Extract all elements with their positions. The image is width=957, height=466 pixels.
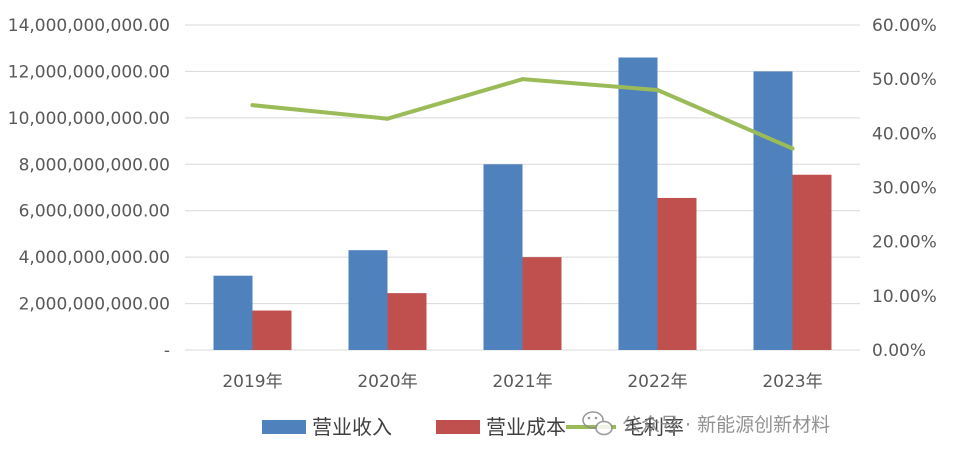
right-axis-ticks: 0.00% 10.00% 20.00% 30.00% 40.00% 50.00% 60.00… <box>872 16 937 361</box>
right-tick-label: 30.00% <box>872 179 937 199</box>
right-tick-label: 60.00% <box>872 16 937 36</box>
bar-revenue <box>618 57 658 350</box>
watermark: 公众号 · 新能源创新材料 <box>582 411 830 436</box>
left-tick-label: 4,000,000,000.00 <box>19 248 170 268</box>
legend-swatch-revenue <box>262 420 306 434</box>
legend-label-cost: 营业成本 <box>486 415 566 439</box>
x-tick-label: 2019年 <box>222 372 282 392</box>
x-tick-label: 2020年 <box>357 372 417 392</box>
left-tick-label: 6,000,000,000.00 <box>19 202 170 222</box>
bar-cost <box>252 310 292 350</box>
bar-revenue <box>213 275 253 350</box>
margin-point <box>520 77 525 82</box>
legend-label-margin: 毛利率 <box>624 415 684 439</box>
x-tick-label: 2022年 <box>627 372 687 392</box>
legend: 营业收入 营业成本 毛利率 <box>262 415 684 439</box>
margin-point <box>250 103 255 108</box>
right-tick-label: 10.00% <box>872 287 937 307</box>
right-tick-label: 40.00% <box>872 124 937 144</box>
legend-label-revenue: 营业收入 <box>312 415 392 439</box>
right-tick-label: 20.00% <box>872 233 937 253</box>
left-axis-ticks: - 2,000,000,000.00 4,000,000,000.00 6,000,0… <box>8 16 170 361</box>
margin-point <box>385 116 390 121</box>
bar-revenue <box>483 164 523 350</box>
left-tick-label: 14,000,000,000.00 <box>8 16 170 36</box>
bar-cost <box>657 197 697 350</box>
bar-cost <box>792 174 832 350</box>
left-tick-label: 2,000,000,000.00 <box>19 295 170 315</box>
legend-swatch-cost <box>436 420 480 434</box>
margin-point <box>655 88 660 92</box>
x-tick-label: 2021年 <box>492 372 552 392</box>
bar-revenue <box>753 71 793 350</box>
wechat-icon <box>582 411 613 436</box>
watermark-text: 公众号 · 新能源创新材料 <box>622 414 830 436</box>
bar-cost <box>387 293 427 350</box>
left-tick-label: 12,000,000,000.00 <box>8 62 170 82</box>
right-tick-label: 50.00% <box>872 70 937 90</box>
left-tick-label: 10,000,000,000.00 <box>8 109 170 129</box>
x-tick-label: 2023年 <box>762 372 822 392</box>
margin-line-path <box>250 77 795 151</box>
right-tick-label: 0.00% <box>872 341 926 361</box>
bar-cost <box>522 257 562 350</box>
bar-revenue <box>348 250 388 350</box>
left-tick-label: 8,000,000,000.00 <box>19 155 170 175</box>
x-axis-ticks: 2019年 2020年 2021年 2022年 2023年 <box>222 372 822 392</box>
margin-point <box>790 146 795 151</box>
margin-line <box>250 77 795 151</box>
bars <box>213 57 832 350</box>
left-tick-label: - <box>164 341 170 361</box>
